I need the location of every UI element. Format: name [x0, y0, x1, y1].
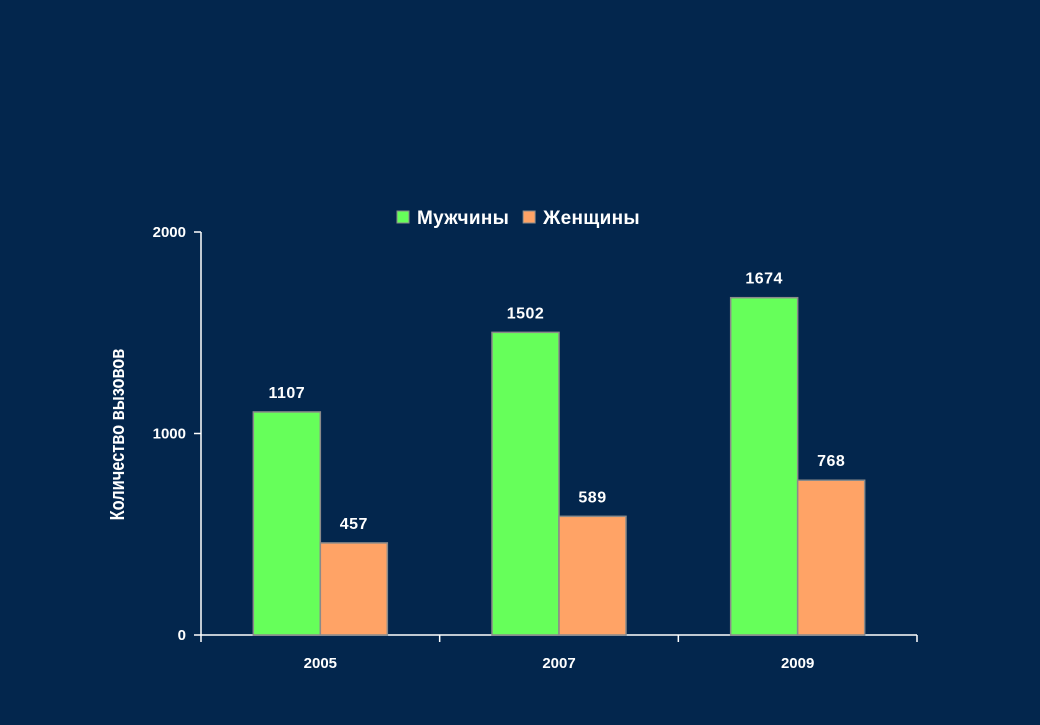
legend: Мужчины Женщины — [396, 208, 640, 229]
data-label: 1674 — [745, 271, 783, 288]
legend-swatch — [522, 210, 536, 224]
legend-label: Мужчины — [417, 208, 509, 229]
bar-men — [491, 331, 560, 636]
x-tick-label: 2005 — [304, 655, 337, 672]
x-tick-label: 2007 — [542, 655, 575, 672]
y-tick-label: 0 — [178, 627, 186, 644]
data-label: 1107 — [268, 385, 305, 402]
data-label: 1502 — [507, 305, 545, 322]
y-axis-title: Количество вызовов — [105, 349, 128, 521]
bar-men — [729, 296, 799, 636]
data-label: 768 — [817, 453, 845, 470]
bar-men — [252, 411, 322, 636]
legend-label: Женщины — [542, 208, 640, 229]
y-tick-label: 2000 — [153, 224, 186, 241]
legend-swatch — [396, 210, 410, 224]
bar-women — [319, 542, 389, 636]
x-tick-label: 2009 — [781, 655, 814, 672]
bars — [252, 296, 866, 636]
data-labels: 1107 457 1502 589 1674 768 — [268, 271, 845, 533]
data-label: 457 — [340, 516, 368, 533]
data-label: 589 — [578, 489, 606, 506]
bar-women — [796, 479, 866, 636]
bar-women — [558, 515, 627, 636]
y-tick-label: 1000 — [153, 426, 186, 443]
